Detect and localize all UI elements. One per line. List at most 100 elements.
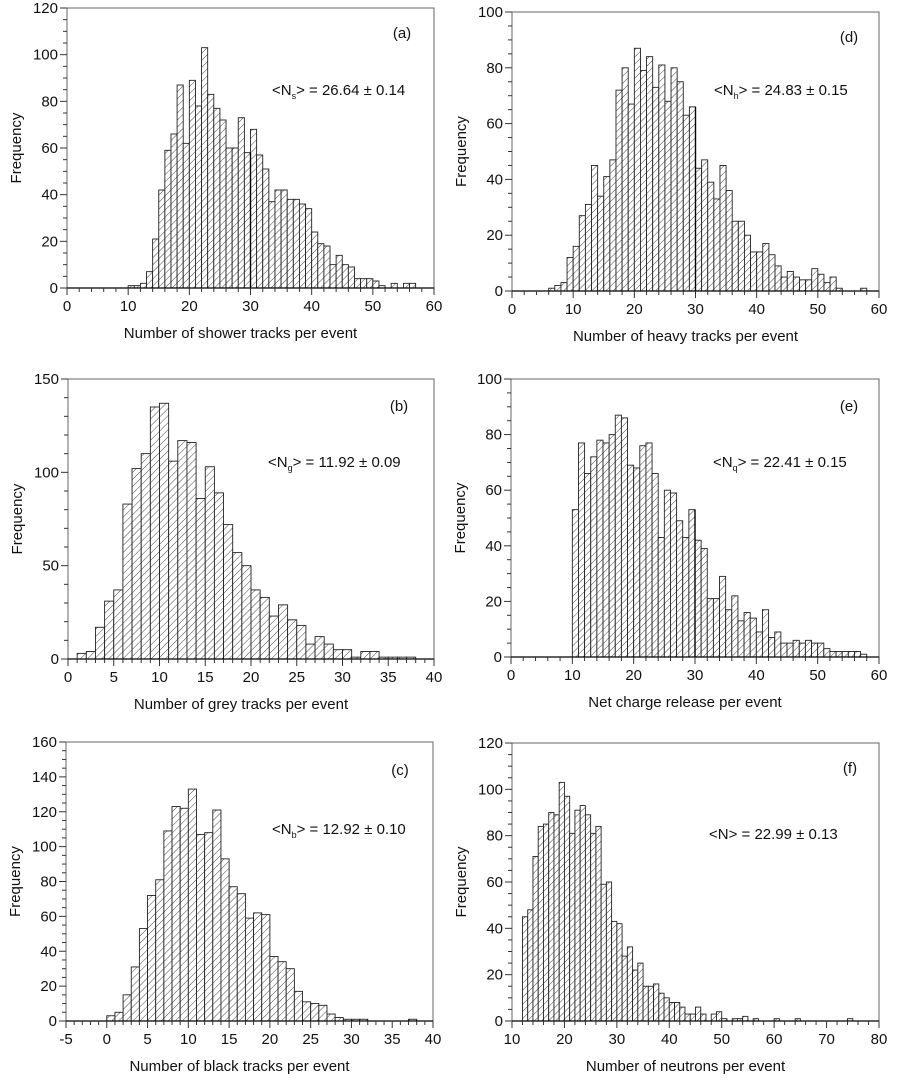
x-tick-label: 20 <box>243 669 260 686</box>
histogram-bar <box>755 631 763 658</box>
histogram-bar <box>668 1002 675 1022</box>
x-tick-label: 50 <box>809 667 826 684</box>
histogram-bar <box>130 966 140 1022</box>
histogram-bar <box>140 453 151 660</box>
histogram-bar <box>688 509 696 658</box>
y-axis-label: Frequency <box>453 846 470 917</box>
histogram-bar <box>657 537 665 658</box>
histogram-bar <box>658 64 666 292</box>
histogram-bar <box>176 84 184 289</box>
x-tick-label: 15 <box>197 669 214 686</box>
y-tick-label: 40 <box>485 538 502 555</box>
histogram-bar <box>676 520 684 658</box>
histogram-bar <box>841 650 849 658</box>
x-axis-label: Number of shower tracks per event <box>124 325 358 342</box>
histogram-bar <box>663 489 671 658</box>
histogram-bar <box>584 814 592 1022</box>
histogram-bar <box>277 961 287 1022</box>
histogram-bar <box>196 833 206 1022</box>
histogram-bar <box>261 914 271 1022</box>
histogram-bar <box>798 642 806 658</box>
histogram-bar <box>122 994 132 1022</box>
histogram-bar <box>569 832 576 1022</box>
histogram-bar <box>354 278 362 289</box>
y-tick-label: 0 <box>495 1013 503 1030</box>
x-tick-label: 25 <box>302 1031 319 1048</box>
x-axis-label: Number of black tracks per event <box>129 1058 350 1075</box>
histogram-bar <box>195 498 206 660</box>
histogram-bar <box>566 257 574 292</box>
histogram-bar <box>522 916 529 1022</box>
histogram-bar <box>707 181 715 292</box>
histogram-bar <box>558 781 565 1022</box>
histogram-bar <box>639 70 648 292</box>
histogram-bar <box>243 152 251 289</box>
panel-label: (a) <box>393 25 411 42</box>
histogram-bar <box>159 402 170 660</box>
histogram-bar <box>719 164 727 292</box>
histogram-bar <box>204 832 214 1022</box>
x-tick-label: 35 <box>384 1031 401 1048</box>
x-tick-label: 60 <box>426 298 443 315</box>
histogram-bar <box>342 649 353 660</box>
histogram-bar <box>213 492 224 660</box>
histogram-bar <box>603 176 611 292</box>
x-tick-label: 10 <box>565 301 582 318</box>
histogram-bar <box>627 103 635 292</box>
histogram-bar <box>731 220 739 292</box>
y-tick-label: 0 <box>494 649 502 666</box>
histogram-bar <box>259 596 270 660</box>
histogram-bar <box>653 983 660 1022</box>
histogram-bar <box>250 589 261 660</box>
histogram-bar <box>278 604 289 660</box>
histogram-bar <box>164 149 172 289</box>
histogram-bar <box>94 626 106 660</box>
x-tick-label: 40 <box>661 1031 678 1048</box>
histogram-bar <box>553 814 560 1022</box>
y-tick-label: 120 <box>32 804 57 821</box>
histogram-bar <box>170 133 178 289</box>
histogram-bar <box>786 642 794 658</box>
histogram-bar <box>626 946 634 1022</box>
mean-annotation: <N> = 22.99 ± 0.13 <box>709 826 838 843</box>
histogram-bar <box>743 612 751 658</box>
histogram-bar <box>637 962 644 1022</box>
histogram-bar <box>563 795 571 1022</box>
histogram-bar <box>212 809 222 1022</box>
histogram-bar <box>113 589 124 660</box>
histogram-bar <box>689 1013 696 1022</box>
histogram-bar <box>244 917 255 1022</box>
histogram-bar <box>737 220 745 292</box>
x-tick-label: 0 <box>103 1031 111 1048</box>
mean-annotation: <Ns> = 26.64 ± 0.14 <box>272 82 405 101</box>
histogram-bar <box>225 147 233 289</box>
histogram-bar <box>219 119 227 289</box>
y-tick-label: 40 <box>486 171 503 188</box>
y-tick-label: 80 <box>40 874 57 891</box>
histogram-bar <box>106 1015 116 1022</box>
histogram-bar <box>220 858 230 1022</box>
y-tick-label: 80 <box>486 60 503 77</box>
histogram-bar <box>780 642 788 658</box>
histogram-bar <box>725 190 733 292</box>
histogram-bar <box>616 923 623 1022</box>
y-tick-label: 80 <box>486 828 503 845</box>
histogram-bar <box>817 273 825 292</box>
panel-label: (c) <box>391 762 409 779</box>
x-tick-label: 50 <box>713 1031 730 1048</box>
histogram-bar <box>194 105 203 289</box>
panel-label: (d) <box>840 29 858 46</box>
histogram-bar <box>642 985 649 1022</box>
histogram-bar <box>682 537 690 658</box>
panel-label: (b) <box>390 398 408 415</box>
histogram-bar <box>829 276 837 292</box>
x-tick-label: 20 <box>625 667 642 684</box>
histogram-bar <box>651 473 659 658</box>
y-tick-label: 40 <box>40 943 57 960</box>
x-axis-label: Number of neutrons per event <box>586 1058 786 1075</box>
y-tick-label: 0 <box>51 651 59 668</box>
y-tick-label: 100 <box>477 371 502 388</box>
histogram-bar <box>274 189 282 289</box>
x-tick-label: 40 <box>425 1031 442 1048</box>
histogram-bar <box>318 1004 328 1022</box>
